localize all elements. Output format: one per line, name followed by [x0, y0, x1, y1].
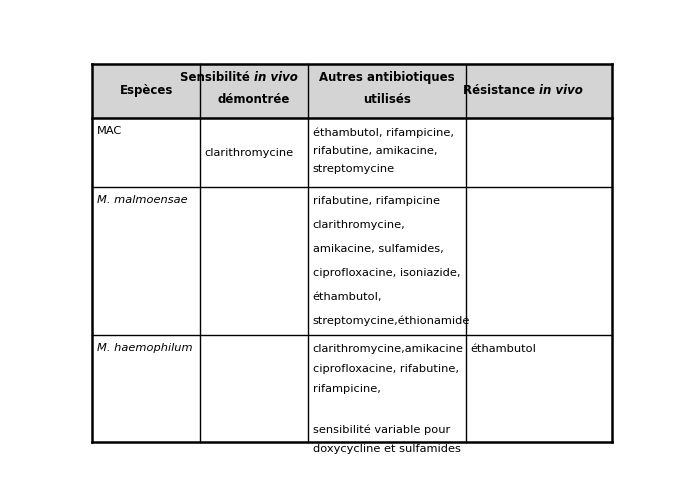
Text: clarithromycine,: clarithromycine, — [312, 220, 405, 230]
Text: ciprofloxacine, isoniazide,: ciprofloxacine, isoniazide, — [312, 268, 460, 278]
Text: ciprofloxacine, rifabutine,: ciprofloxacine, rifabutine, — [312, 364, 459, 374]
Text: éthambutol, rifampicine,: éthambutol, rifampicine, — [312, 127, 454, 138]
Text: éthambutol: éthambutol — [471, 344, 536, 354]
Text: Espèces: Espèces — [119, 85, 173, 97]
Text: Résistance: Résistance — [463, 85, 539, 97]
Text: sensibilité variable pour: sensibilité variable pour — [312, 424, 450, 435]
Text: in vivo: in vivo — [539, 85, 583, 97]
Text: démontrée: démontrée — [218, 93, 290, 106]
Text: Autres antibiotiques: Autres antibiotiques — [319, 71, 455, 84]
Text: doxycycline et sulfamides: doxycycline et sulfamides — [312, 444, 460, 454]
Text: Sensibilité: Sensibilité — [180, 71, 254, 84]
Text: rifabutine, rifampicine: rifabutine, rifampicine — [312, 196, 439, 206]
Text: clarithromycine,amikacine: clarithromycine,amikacine — [312, 344, 464, 354]
Text: clarithromycine: clarithromycine — [205, 147, 294, 157]
Bar — [92, 64, 612, 118]
Text: rifampicine,: rifampicine, — [312, 384, 380, 394]
Text: in vivo: in vivo — [254, 71, 298, 84]
Text: éthambutol,: éthambutol, — [312, 292, 382, 302]
Text: streptomycine: streptomycine — [312, 164, 395, 174]
Text: rifabutine, amikacine,: rifabutine, amikacine, — [312, 146, 437, 156]
Text: streptomycine,éthionamide: streptomycine,éthionamide — [312, 316, 470, 326]
Text: M. haemophilum: M. haemophilum — [97, 343, 192, 353]
Text: MAC: MAC — [97, 126, 122, 136]
Text: amikacine, sulfamides,: amikacine, sulfamides, — [312, 244, 443, 254]
Text: M. malmoensae: M. malmoensae — [97, 195, 187, 205]
Text: utilisés: utilisés — [363, 93, 411, 106]
